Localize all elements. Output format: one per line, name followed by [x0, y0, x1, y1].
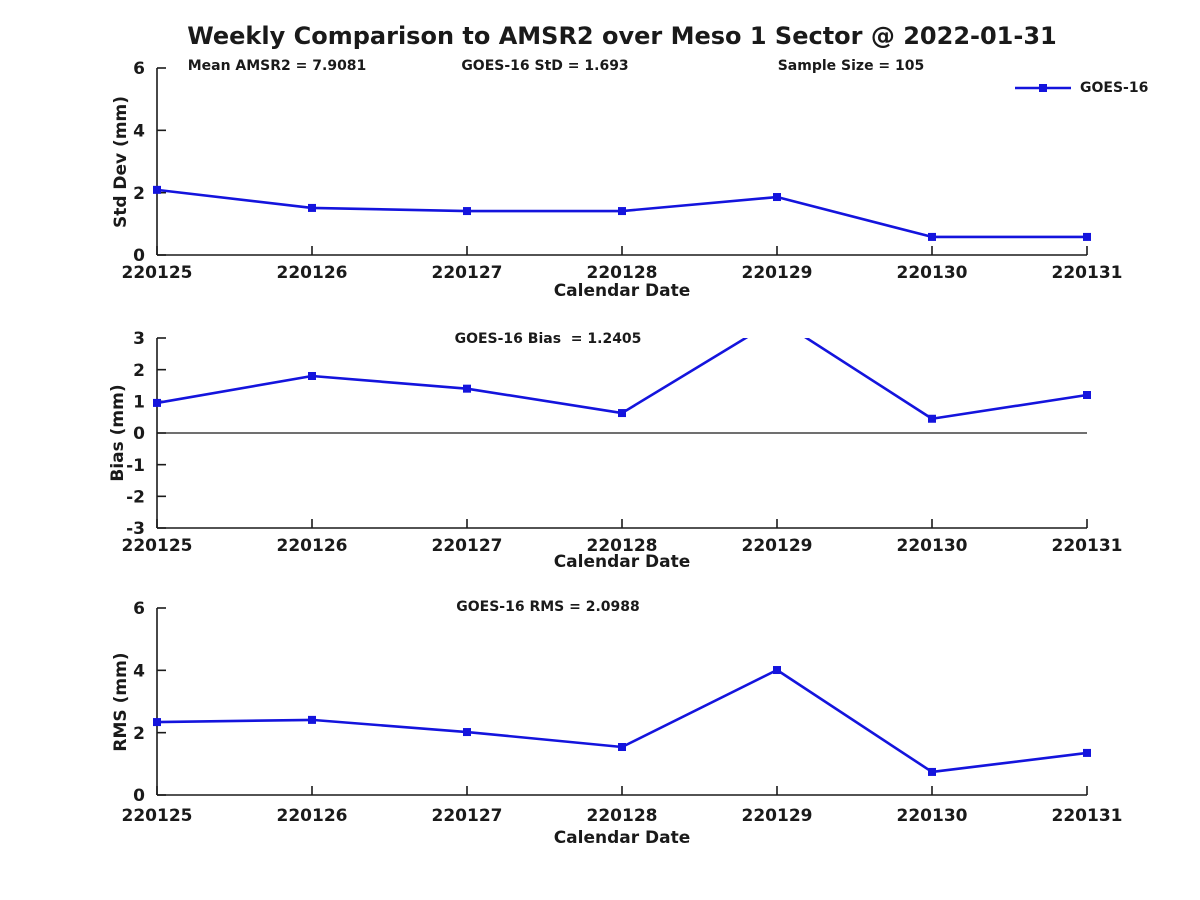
x-tick-label: 220129 [742, 536, 813, 556]
stddev-y-axis-label: Std Dev (mm) [111, 95, 131, 229]
y-tick-label: -3 [126, 519, 145, 539]
series-GOES-16 [153, 666, 1091, 776]
y-tick-label: 6 [133, 599, 145, 619]
rms-y-axis-label: RMS (mm) [111, 652, 131, 752]
data-point-marker [153, 718, 161, 727]
data-point-marker [308, 715, 316, 724]
x-tick-label: 220131 [1052, 263, 1123, 283]
y-tick-label: 4 [133, 661, 145, 681]
data-point-marker [928, 232, 936, 241]
x-tick-label: 220125 [122, 806, 193, 826]
data-point-marker [308, 372, 316, 380]
bias-subtitle: GOES-16 Bias = 1.2405 [454, 331, 642, 347]
data-point-marker [618, 207, 626, 216]
y-tick-label: -2 [126, 487, 145, 507]
data-point-marker [308, 203, 316, 212]
data-point-marker [1083, 748, 1091, 757]
data-point-marker [463, 384, 471, 393]
stddev-x-axis-label: Calendar Date [553, 281, 691, 301]
x-tick-label: 220128 [587, 806, 658, 826]
x-tick-label: 220129 [742, 806, 813, 826]
panel-0: 0 2 4 6 220125 220126 220127 220128 220129 220130… [122, 59, 1123, 283]
bias-x-axis-label: Calendar Date [553, 552, 691, 572]
x-tick-label: 220130 [897, 806, 968, 826]
y-tick-label: 6 [133, 59, 145, 79]
y-tick-label: 4 [133, 121, 145, 141]
data-point-marker [773, 193, 781, 202]
figure-title: Weekly Comparison to AMSR2 over Meso 1 S… [187, 22, 1057, 50]
data-point-marker [1083, 391, 1091, 399]
y-tick-label: -1 [126, 456, 145, 476]
data-point-marker [153, 398, 161, 407]
x-tick-label: 220131 [1052, 806, 1123, 826]
data-point-marker [153, 185, 161, 194]
series-GOES-16 [153, 185, 1091, 241]
data-point-marker [928, 767, 936, 776]
x-tick-label: 220127 [432, 263, 503, 283]
data-point-marker [618, 743, 626, 752]
x-tick-label: 220128 [587, 536, 658, 556]
data-point-marker [618, 409, 626, 418]
x-tick-label: 220129 [742, 263, 813, 283]
annotation-goes16-std: GOES-16 StD = 1.693 [461, 58, 629, 74]
data-point-marker [463, 207, 471, 216]
y-tick-label: 3 [133, 329, 145, 349]
x-tick-label: 220125 [122, 263, 193, 283]
x-tick-label: 220127 [432, 536, 503, 556]
y-tick-label: 2 [133, 361, 145, 381]
x-tick-label: 220128 [587, 263, 658, 283]
x-tick-label: 220127 [432, 806, 503, 826]
legend: GOES-16 [1014, 80, 1148, 96]
x-tick-label: 220131 [1052, 536, 1123, 556]
annotation-mean-amsr2: Mean AMSR2 = 7.9081 [187, 58, 367, 74]
data-point-marker [1083, 232, 1091, 241]
x-tick-label: 220125 [122, 536, 193, 556]
legend-label: GOES-16 [1080, 80, 1149, 96]
panel-2: 0 2 4 6 220125 220126 220127 220128 220129 220130… [122, 599, 1123, 826]
y-tick-label: 2 [133, 184, 145, 204]
x-tick-label: 220126 [277, 263, 348, 283]
panel-1: -3 -2 -1 0 1 2 3 220125 220126 220127 220128 220129… [122, 315, 1123, 556]
x-tick-label: 220130 [897, 536, 968, 556]
rms-subtitle: GOES-16 RMS = 2.0988 [456, 599, 640, 615]
rms-x-axis-label: Calendar Date [553, 828, 691, 848]
y-tick-label: 1 [133, 392, 145, 412]
data-line [156, 668, 1088, 774]
y-tick-label: 0 [133, 424, 145, 444]
y-tick-label: 2 [133, 724, 145, 744]
data-point-marker [773, 315, 781, 323]
x-tick-label: 220130 [897, 263, 968, 283]
x-tick-label: 220126 [277, 536, 348, 556]
x-tick-label: 220126 [277, 806, 348, 826]
data-point-marker [463, 728, 471, 737]
data-point-marker [773, 666, 781, 675]
series-GOES-16 [153, 315, 1091, 423]
y-tick-label: 0 [133, 786, 145, 806]
y-tick-label: 0 [133, 246, 145, 266]
legend-line-marker-icon [1015, 84, 1071, 92]
data-point-marker [928, 414, 936, 423]
annotation-sample-size: Sample Size = 105 [777, 58, 925, 74]
bias-y-axis-label: Bias (mm) [108, 384, 128, 482]
